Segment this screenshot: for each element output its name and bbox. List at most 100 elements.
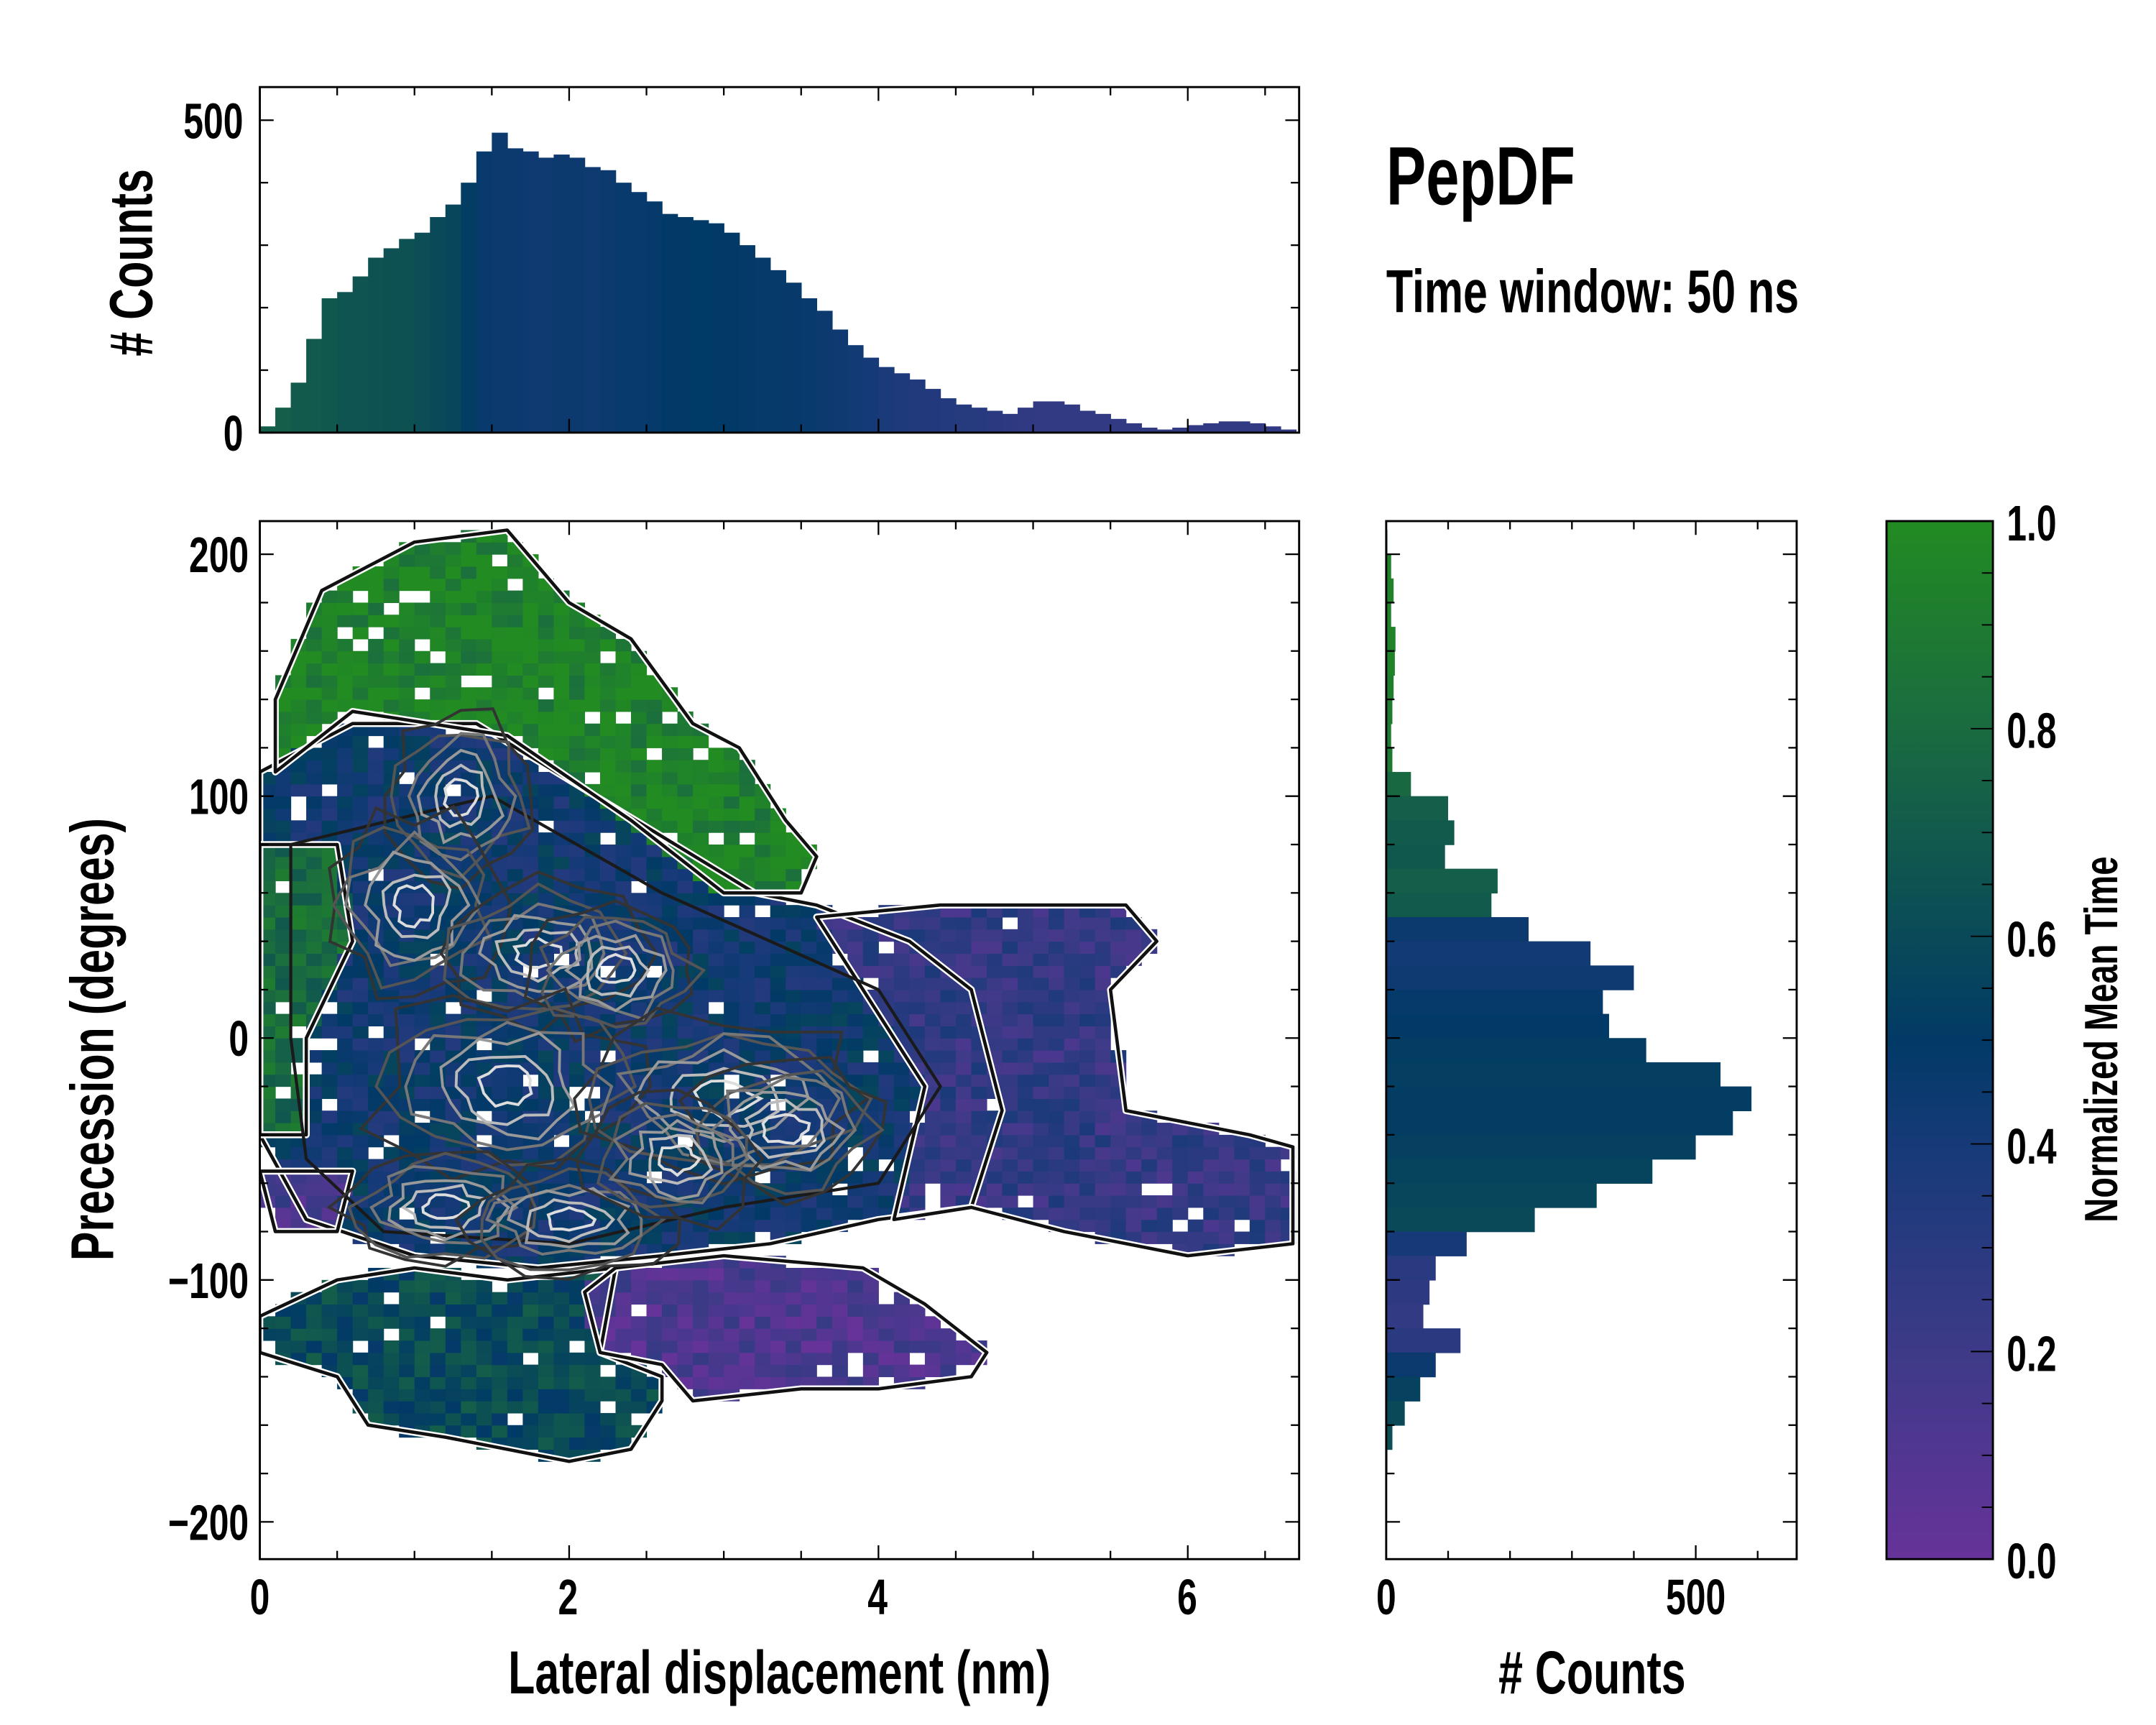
heatmap-cell [290,893,307,906]
heatmap-cell [1033,929,1049,942]
heatmap-cell [538,1292,554,1305]
heatmap-cell [492,687,508,700]
heatmap-cell [1249,1219,1266,1233]
heatmap-cell [1049,978,1065,990]
heatmap-cell [507,554,523,567]
heatmap-cell [259,1328,276,1341]
heatmap-cell [631,760,648,773]
heatmap-cell [383,1376,400,1389]
heatmap-cell [522,1425,539,1438]
heatmap-cell [584,699,601,712]
heatmap-cell [662,1328,678,1341]
heatmap-cell [553,687,570,700]
heatmap-cell [522,1183,539,1196]
heatmap-cell [631,1316,648,1329]
heatmap-cell [801,1292,817,1305]
heatmap-cell [306,627,323,640]
heatmap-cell [522,772,539,785]
heatmap-cell [1110,1207,1127,1220]
heatmap-cell [724,1207,740,1220]
heatmap-cell [755,1292,771,1305]
heatmap-cell [693,941,709,954]
heatmap-cell [955,1110,972,1123]
heatmap-cell [940,1086,957,1099]
heatmap-cell [461,687,477,700]
heatmap-cell [321,820,338,833]
heatmap-cell [461,1292,477,1305]
heatmap-cell [831,1340,848,1353]
heatmap-cell [739,965,755,978]
heatmap-cell [568,1425,586,1438]
histogram-bar [646,201,663,433]
heatmap-cell [383,989,400,1003]
heatmap-cell [770,844,786,857]
heatmap-cell [1079,1134,1096,1148]
heatmap-cell [306,675,323,688]
heatmap-cell [1095,916,1111,930]
heatmap-cell [1002,1146,1018,1160]
heatmap-cell [1064,1074,1080,1087]
heatmap-cell [1249,1183,1266,1196]
density-contour [381,873,452,939]
heatmap-cell [352,675,369,688]
heatmap-cell [522,566,539,579]
heatmap-cell [1125,1171,1142,1184]
heatmap-cell [1203,1183,1220,1196]
heatmap-cell [445,675,461,688]
heatmap-cell [755,1376,771,1389]
histogram-bar [476,151,493,433]
heatmap-cell [399,638,415,652]
heatmap-cell [306,1134,323,1148]
heatmap-cell [522,1098,539,1111]
heatmap-cell [909,1050,926,1063]
heatmap-cell [739,772,755,785]
heatmap-cell [739,1340,755,1353]
histogram-bar [1110,418,1127,433]
density-contour [439,1031,576,1141]
heatmap-cell [430,1376,446,1389]
heatmap-cell [1002,1074,1018,1087]
heatmap-cell [368,893,384,906]
heatmap-cell [461,1243,477,1256]
top-histogram-frame [259,86,1301,434]
heatmap-cell [940,1364,957,1378]
heatmap-cell [1033,1123,1049,1136]
heatmap-cell [430,1279,446,1293]
heatmap-cell [955,1013,972,1027]
heatmap-cell [724,796,740,809]
histogram-bar [1386,1231,1467,1256]
heatmap-cell [631,723,648,737]
heatmap-cell [337,615,354,627]
heatmap-cell [414,1292,430,1305]
heatmap-cell [321,1146,338,1160]
histogram-bar [1033,401,1049,433]
heatmap-cell [275,893,292,906]
heatmap-cell [940,989,957,1003]
heatmap-cell [631,783,648,797]
heatmap-cell [646,856,663,870]
heatmap-cell [662,1279,678,1293]
right-histogram [1386,530,1752,1474]
heatmap-cell [662,1340,678,1353]
heatmap-cell [290,663,307,676]
heatmap-cell [337,1328,354,1341]
heatmap-cell [646,1050,663,1063]
heatmap-cell [986,1001,1003,1015]
heatmap-cell [352,615,369,627]
heatmap-cell [615,772,632,785]
right-histogram-xlabel: # Counts [1498,1638,1686,1706]
heatmap-cell [986,941,1003,954]
heatmap-cell [1079,1086,1096,1099]
heatmap-cell [507,1134,523,1148]
heatmap-cell [290,941,307,954]
histogram-bar [631,192,648,433]
heatmap-cell [646,735,663,748]
heatmap-cell [1079,1207,1096,1220]
heatmap-cell [290,687,307,700]
heatmap-cell [893,1098,910,1111]
histogram-bar [862,357,880,433]
heatmap-cell [662,723,678,737]
heatmap-cell [786,844,802,857]
heatmap-cell [553,844,570,857]
heatmap-cell [321,1062,338,1075]
